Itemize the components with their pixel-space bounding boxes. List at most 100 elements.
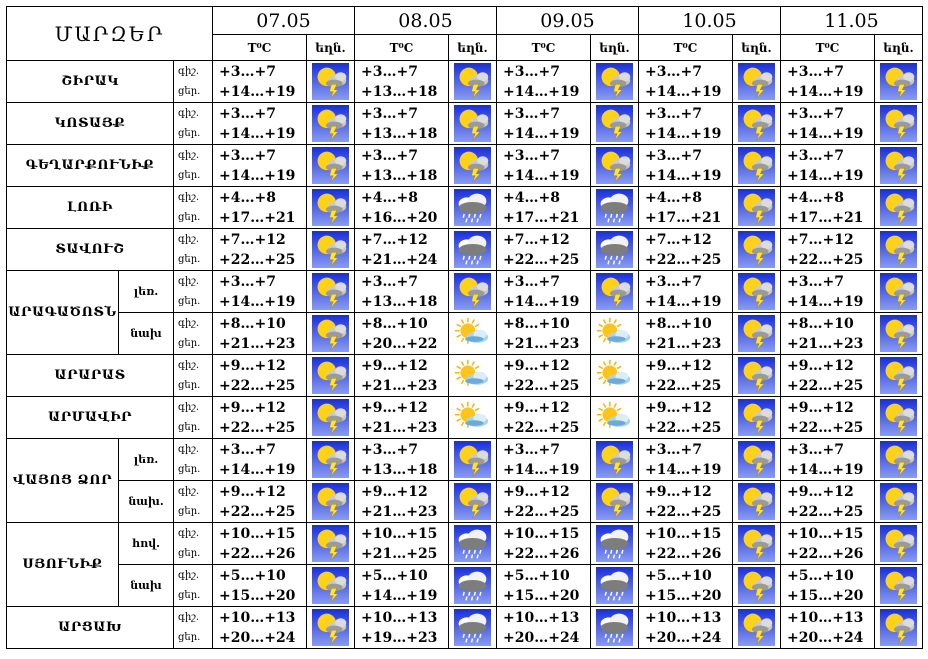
temp-cell: +3…+7 +13…+18: [354, 60, 449, 103]
night-temp: +9…+12: [361, 483, 428, 500]
day-temp: +14…+19: [645, 167, 722, 184]
sun-cloud-thunder-icon: [876, 357, 921, 394]
sun-cloud-thunder-icon: [308, 147, 353, 184]
night-temp: +9…+12: [503, 399, 570, 416]
sun-cloud-thunder-icon: [734, 609, 779, 646]
temp-cell: +9…+12 +22…+25: [212, 354, 307, 397]
sun-cloud-thunder-icon: [876, 105, 921, 142]
weather-cell: [874, 60, 923, 103]
weather-cell: [874, 480, 923, 523]
time-labels: գիշ. ցեր.: [173, 438, 213, 481]
day-temp: +17…+21: [787, 209, 864, 226]
weather-cell: [306, 312, 355, 355]
temp-cell: +7…+12 +22…+25: [638, 228, 733, 271]
weather-col-header: եղն.: [448, 34, 497, 61]
weather-cell: [306, 480, 355, 523]
weather-cell: [448, 102, 497, 145]
sub-area-label: նախ.: [118, 480, 174, 523]
night-temp: +10…+15: [503, 525, 580, 542]
temp-cell: +3…+7 +13…+18: [354, 102, 449, 145]
temp-col-header: T⁰C: [780, 34, 875, 61]
day-temp: +14…+19: [645, 293, 722, 310]
sun-cloud-thunder-icon: [308, 315, 353, 352]
time-labels: գիշ. ցեր.: [173, 606, 213, 649]
day-temp: +17…+21: [503, 209, 580, 226]
weather-cell: [448, 438, 497, 481]
day-temp: +14…+19: [645, 461, 722, 478]
temp-cell: +7…+12 +22…+25: [212, 228, 307, 271]
night-temp: +9…+12: [219, 483, 286, 500]
cloud-rain-icon: [592, 189, 637, 226]
region-row: նախ գիշ. ցեր. +8…+10 +21…+23 +8…+10 +20…+22 +…: [7, 312, 923, 355]
weather-cell: [448, 186, 497, 229]
night-temp: +7…+12: [219, 231, 286, 248]
temp-cell: +10…+15 +21…+25: [354, 522, 449, 565]
temp-cell: +3…+7 +14…+19: [212, 102, 307, 145]
sun-cloud-thunder-icon: [734, 441, 779, 478]
night-temp: +3…+7: [219, 105, 276, 122]
temp-cell: +4…+8 +17…+21: [496, 186, 591, 229]
night-temp: +7…+12: [645, 231, 712, 248]
sun-cloud-thunder-icon: [450, 147, 495, 184]
weather-cell: [448, 144, 497, 187]
temp-cell: +9…+12 +22…+25: [496, 396, 591, 439]
sun-cloud-thunder-icon: [308, 567, 353, 604]
day-temp: +21…+23: [787, 335, 864, 352]
temp-cell: +3…+7 +14…+19: [638, 102, 733, 145]
day-temp: +13…+18: [361, 293, 438, 310]
temp-cell: +10…+15 +22…+26: [212, 522, 307, 565]
cloud-rain-icon: [592, 567, 637, 604]
day-temp: +22…+25: [219, 251, 296, 268]
night-temp: +10…+15: [361, 525, 438, 542]
night-label: գիշ.: [178, 443, 200, 455]
night-label: գիշ.: [178, 107, 200, 119]
sun-cloud-thunder-icon: [734, 105, 779, 142]
region-name-տավուշ: ՏԱՎՈՒՇ: [6, 228, 174, 271]
cloud-rain-icon: [592, 609, 637, 646]
sun-cloud-thunder-icon: [592, 273, 637, 310]
day-temp: +22…+25: [219, 419, 296, 436]
region-row: ԱՐԱՐԱՏ գիշ. ցեր. +9…+12 +22…+25 +9…+12 +21…+2…: [6, 354, 923, 397]
temp-cell: +3…+7 +13…+18: [354, 438, 449, 481]
sun-cloud-thunder-icon: [734, 567, 779, 604]
sun-cloud-thunder-icon: [734, 315, 779, 352]
day-temp: +15…+20: [787, 587, 864, 604]
weather-cell: [306, 438, 355, 481]
day-temp: +14…+19: [787, 167, 864, 184]
weather-cell: [874, 522, 923, 565]
day-temp: +14…+19: [787, 461, 864, 478]
night-temp: +9…+12: [645, 399, 712, 416]
weather-cell: [732, 522, 781, 565]
region-row: նախ. գիշ. ցեր. +9…+12 +22…+25 +9…+12 +21…+23 …: [7, 480, 923, 523]
sun-cloud-thunder-icon: [592, 483, 637, 520]
day-label: ցեր.: [178, 253, 201, 265]
day-temp: +21…+23: [503, 335, 580, 352]
temp-cell: +3…+7 +14…+19: [496, 60, 591, 103]
time-labels: գիշ. ցեր.: [173, 312, 213, 355]
night-temp: +4…+8: [787, 189, 844, 206]
night-temp: +8…+10: [787, 315, 854, 332]
sub-area-label: նախ: [118, 564, 174, 607]
day-temp: +22…+25: [787, 377, 864, 394]
temp-cell: +9…+12 +21…+23: [354, 354, 449, 397]
night-temp: +7…+12: [787, 231, 854, 248]
night-temp: +8…+10: [219, 315, 286, 332]
sun-cloud-icon: [450, 315, 495, 352]
temp-cell: +3…+7 +14…+19: [780, 270, 875, 313]
night-temp: +3…+7: [787, 105, 844, 122]
temp-cell: +8…+10 +21…+23: [780, 312, 875, 355]
day-temp: +14…+19: [503, 83, 580, 100]
region-row: նախ գիշ. ցեր. +5…+10 +15…+20 +5…+10 +14…+19 +…: [7, 564, 923, 607]
night-temp: +10…+13: [219, 609, 296, 626]
day-temp: +20…+22: [361, 335, 438, 352]
day-temp: +15…+20: [503, 587, 580, 604]
temp-cell: +3…+7 +14…+19: [780, 144, 875, 187]
night-temp: +7…+12: [503, 231, 570, 248]
sun-cloud-thunder-icon: [308, 63, 353, 100]
day-temp: +14…+19: [787, 293, 864, 310]
cloud-rain-icon: [592, 231, 637, 268]
time-labels: գիշ. ցեր.: [173, 144, 213, 187]
region-row: ԱՐՑԱԽ գիշ. ցեր. +10…+13 +20…+24 +10…+13 +19…+…: [6, 606, 923, 649]
weather-cell: [590, 60, 639, 103]
weather-cell: [732, 144, 781, 187]
